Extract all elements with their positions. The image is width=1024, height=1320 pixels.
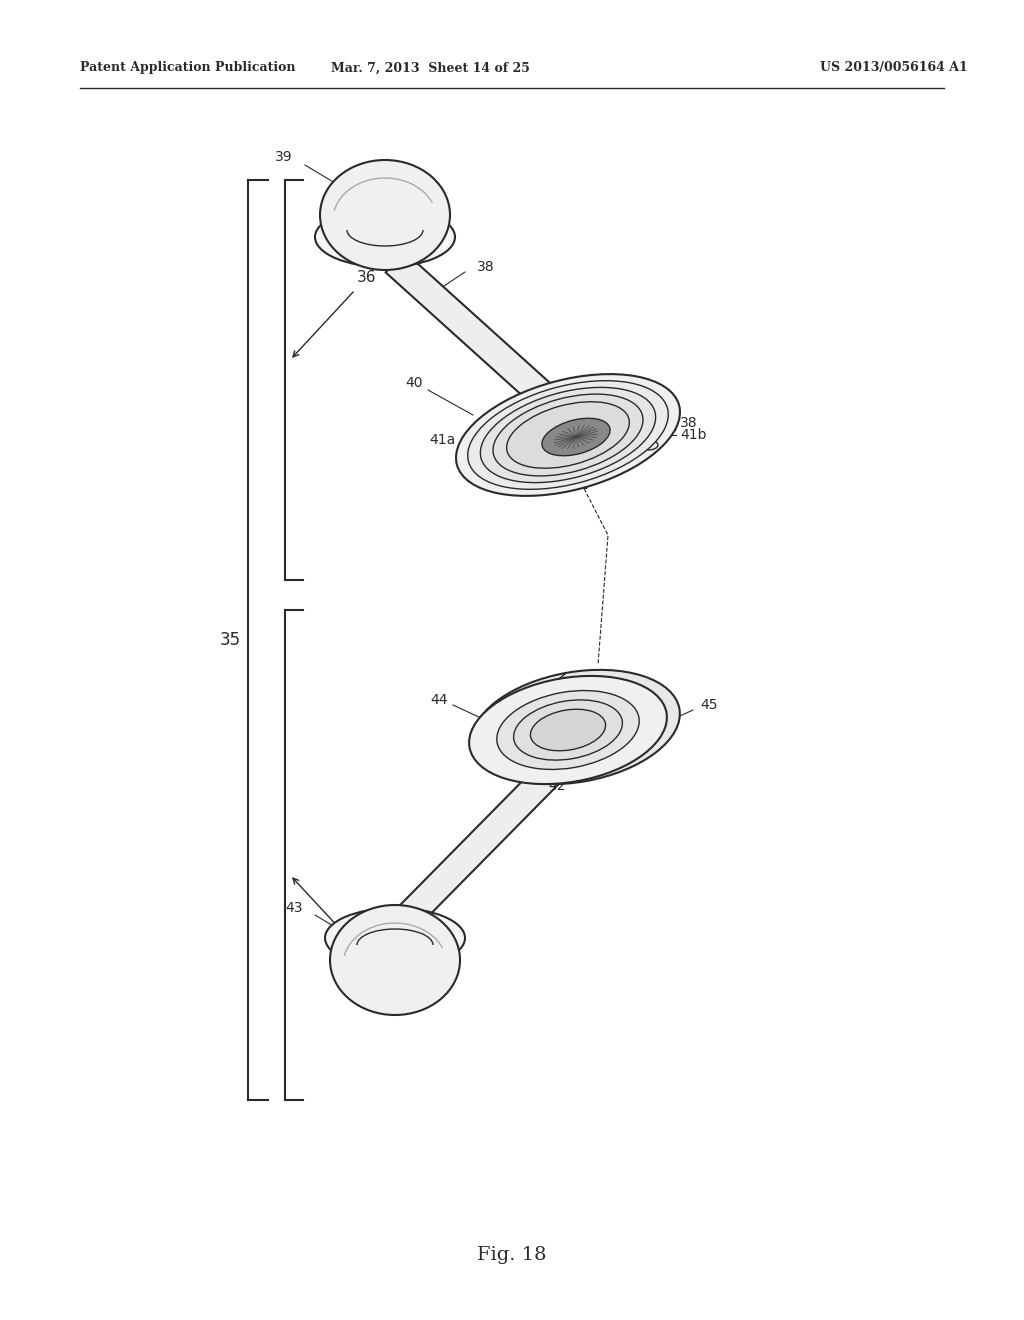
Text: US 2013/0056164 A1: US 2013/0056164 A1	[820, 62, 968, 74]
Ellipse shape	[330, 906, 460, 1015]
Ellipse shape	[315, 207, 455, 267]
Text: Patent Application Publication: Patent Application Publication	[80, 62, 296, 74]
Ellipse shape	[391, 913, 419, 927]
Ellipse shape	[534, 768, 562, 781]
Ellipse shape	[472, 669, 680, 784]
Ellipse shape	[325, 908, 465, 968]
Ellipse shape	[319, 160, 450, 271]
Text: 41a: 41a	[430, 433, 456, 447]
Polygon shape	[566, 425, 649, 455]
Text: 35: 35	[219, 631, 241, 649]
Text: Mar. 7, 2013  Sheet 14 of 25: Mar. 7, 2013 Sheet 14 of 25	[331, 62, 529, 74]
Text: 41b: 41b	[680, 428, 707, 442]
Text: 39: 39	[275, 150, 293, 164]
Ellipse shape	[469, 676, 667, 784]
Polygon shape	[395, 766, 558, 929]
Ellipse shape	[638, 440, 658, 450]
Ellipse shape	[381, 255, 409, 269]
Ellipse shape	[530, 709, 605, 751]
Ellipse shape	[534, 393, 562, 407]
Text: 40: 40	[406, 376, 423, 389]
Polygon shape	[386, 252, 557, 411]
Ellipse shape	[493, 395, 643, 477]
Ellipse shape	[468, 380, 669, 490]
Text: Fig. 18: Fig. 18	[477, 1246, 547, 1265]
Ellipse shape	[507, 401, 630, 469]
Text: 36: 36	[357, 271, 377, 285]
Ellipse shape	[542, 418, 610, 455]
Ellipse shape	[480, 387, 655, 483]
Text: 37: 37	[357, 949, 377, 965]
Ellipse shape	[497, 690, 639, 770]
Text: 45: 45	[700, 698, 718, 711]
Text: 44: 44	[430, 693, 449, 708]
Text: 42: 42	[549, 779, 566, 792]
Ellipse shape	[514, 700, 623, 760]
Text: 38: 38	[680, 416, 697, 430]
Text: 43: 43	[286, 902, 303, 915]
Text: 38: 38	[477, 260, 495, 275]
Ellipse shape	[456, 374, 680, 496]
Text: 41: 41	[571, 478, 589, 492]
